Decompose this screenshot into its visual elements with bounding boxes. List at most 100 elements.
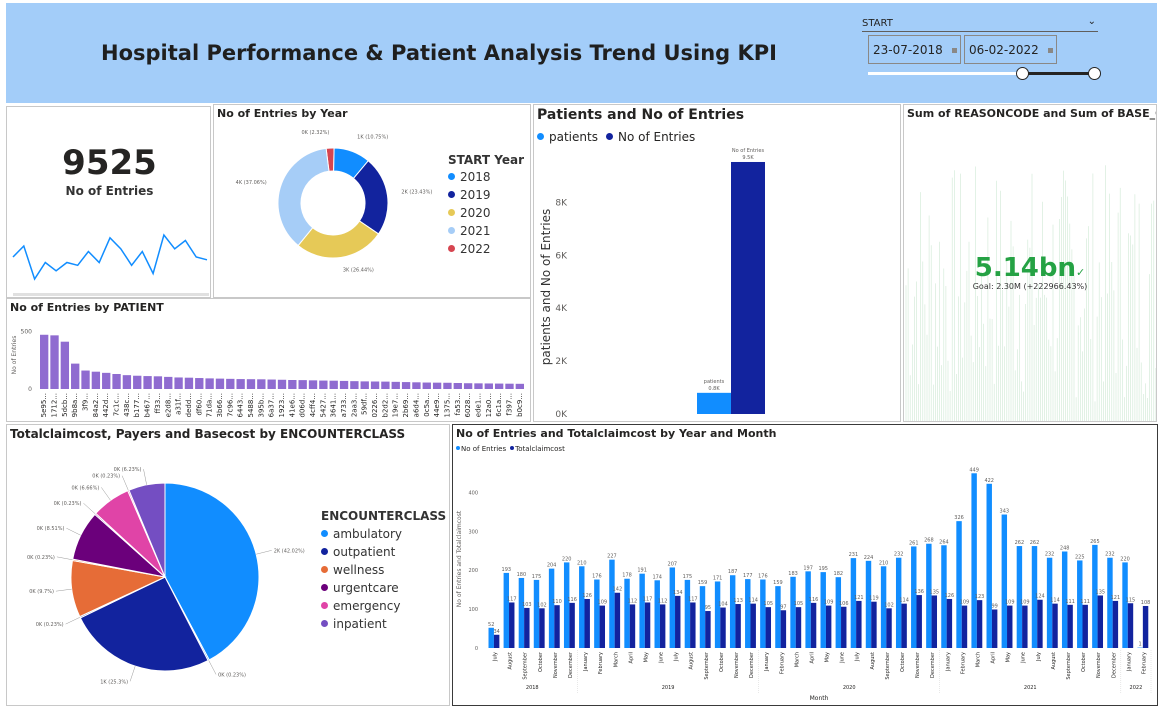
entries-by-patient-chart[interactable]: No of Entries 0 500 5e95... 1712... 5dcb... 9b… [7, 299, 531, 422]
patient-bar[interactable] [391, 381, 400, 389]
claimcost-bar[interactable] [931, 595, 938, 648]
claimcost-bar[interactable] [961, 605, 968, 648]
claimcost-bar[interactable] [644, 602, 651, 648]
claimcost-bar[interactable] [1037, 599, 1043, 648]
patient-bar[interactable] [267, 379, 276, 389]
end-date-input[interactable]: 06-02-2022 [964, 35, 1057, 64]
entries-bar[interactable] [1001, 514, 1008, 648]
entries-bar[interactable] [639, 573, 645, 648]
pie-slice-ambulatory[interactable] [164, 482, 260, 661]
entries-by-year-donut[interactable]: 0K (2.32%) 1K (10.75%) 2K (23.43%) 3K (26.4… [214, 109, 444, 298]
entries-bar[interactable] [805, 571, 811, 648]
patient-bar[interactable] [463, 383, 473, 389]
bar-no-of-entries[interactable] [731, 161, 765, 414]
patient-bar[interactable] [381, 381, 390, 389]
calendar-icon[interactable] [952, 48, 957, 53]
entries-bar[interactable] [760, 579, 766, 648]
claimcost-bar[interactable] [841, 606, 847, 648]
patient-bar[interactable] [215, 378, 225, 389]
legend-item[interactable]: 2018 [448, 170, 524, 184]
claimcost-bar[interactable] [780, 610, 787, 648]
entries-by-year-panel[interactable]: No of Entries by Year 0K (2.32%) 1K (10.7… [213, 104, 531, 298]
claimcost-bar[interactable] [599, 605, 606, 648]
legend-item[interactable]: 2019 [448, 188, 524, 202]
legend-item[interactable]: emergency [321, 599, 446, 613]
patient-bar[interactable] [60, 341, 70, 389]
claimcost-bar[interactable] [916, 595, 922, 648]
patient-bar[interactable] [174, 377, 183, 389]
bar-patients[interactable] [697, 392, 731, 414]
entries-bar[interactable] [654, 580, 660, 648]
patient-bar[interactable] [246, 379, 256, 389]
claimcost-bar[interactable] [705, 611, 711, 648]
date-slicer-header[interactable]: START ⌄ [862, 16, 1098, 32]
patient-bar[interactable] [81, 370, 90, 389]
patient-bar[interactable] [277, 379, 287, 389]
patient-bar[interactable] [205, 378, 214, 389]
entries-bar[interactable] [790, 576, 796, 648]
legend-item[interactable]: Totalclaimcost [510, 445, 565, 453]
patient-bar[interactable] [133, 375, 142, 389]
patient-bar[interactable] [257, 379, 266, 389]
entries-bar[interactable] [533, 579, 540, 648]
claimcost-bar[interactable] [810, 602, 817, 648]
claimcost-bar[interactable] [976, 600, 983, 648]
patients-entries-chart[interactable]: patients and No of Entries 0K 2K 4K 6K 8K pati… [534, 105, 901, 422]
patient-bar[interactable] [515, 383, 524, 389]
patient-bar[interactable] [422, 382, 431, 389]
patient-bar[interactable] [505, 383, 514, 389]
entries-bar[interactable] [563, 562, 570, 648]
donut-slice-2021[interactable] [277, 147, 330, 247]
entries-bar[interactable] [986, 483, 992, 648]
legend-item[interactable]: No of Entries [456, 445, 506, 453]
legend-item[interactable]: patients [537, 130, 598, 144]
patient-bar[interactable] [50, 335, 59, 389]
entries-bar[interactable] [880, 566, 887, 648]
claimcost-bar[interactable] [584, 598, 590, 648]
reasoncode-basecost-card[interactable]: Sum of REASONCODE and Sum of BASE_COST 5… [903, 104, 1157, 422]
entries-claim-month-panel[interactable]: No of Entries and Totalclaimcost by Year… [452, 424, 1158, 706]
scrollbar[interactable] [13, 293, 209, 296]
patient-bar[interactable] [370, 381, 380, 390]
patient-bar[interactable] [288, 380, 297, 389]
legend-item[interactable]: 2021 [448, 224, 524, 238]
entries-bar[interactable] [1061, 551, 1068, 648]
claimcost-bar[interactable] [1097, 595, 1104, 648]
entries-bar[interactable] [850, 558, 857, 648]
legend-item[interactable]: wellness [321, 563, 446, 577]
claimcost-bar[interactable] [629, 604, 636, 648]
claimcost-bar[interactable] [524, 607, 530, 648]
entries-bar[interactable] [1046, 557, 1053, 648]
claimcost-bar[interactable] [825, 605, 832, 648]
legend-item[interactable]: inpatient [321, 617, 446, 631]
patient-bar[interactable] [226, 378, 235, 389]
patients-entries-panel[interactable]: Patients and No of Entries patients No of… [533, 104, 901, 422]
entries-bar[interactable] [775, 586, 781, 648]
claimcost-bar[interactable] [901, 603, 907, 648]
claimcost-bar[interactable] [539, 608, 545, 648]
entries-bar[interactable] [729, 575, 736, 648]
patient-bar[interactable] [102, 372, 111, 389]
entries-bar[interactable] [518, 577, 525, 648]
patient-bar[interactable] [112, 374, 121, 389]
legend-item[interactable]: 2020 [448, 206, 524, 220]
entries-bar[interactable] [926, 543, 932, 648]
legend-item[interactable]: outpatient [321, 545, 446, 559]
legend-item[interactable]: urgentcare [321, 581, 446, 595]
entries-bar[interactable] [745, 579, 751, 648]
claimcost-bar[interactable] [690, 602, 696, 648]
claimcost-bar[interactable] [1112, 600, 1119, 648]
entries-bar[interactable] [699, 586, 706, 648]
entries-bar[interactable] [594, 579, 600, 648]
patient-bar[interactable] [298, 380, 307, 389]
entries-bar[interactable] [669, 567, 676, 648]
entries-bar[interactable] [503, 572, 510, 648]
entries-bar[interactable] [579, 566, 585, 648]
entries-bar[interactable] [1077, 560, 1083, 648]
patient-bar[interactable] [350, 381, 359, 389]
patient-bar[interactable] [494, 383, 504, 389]
claimcost-bar[interactable] [765, 607, 772, 648]
entries-bar[interactable] [1092, 544, 1098, 648]
kpi-card[interactable]: 9525 No of Entries [6, 106, 211, 298]
patient-bar[interactable] [164, 376, 173, 389]
